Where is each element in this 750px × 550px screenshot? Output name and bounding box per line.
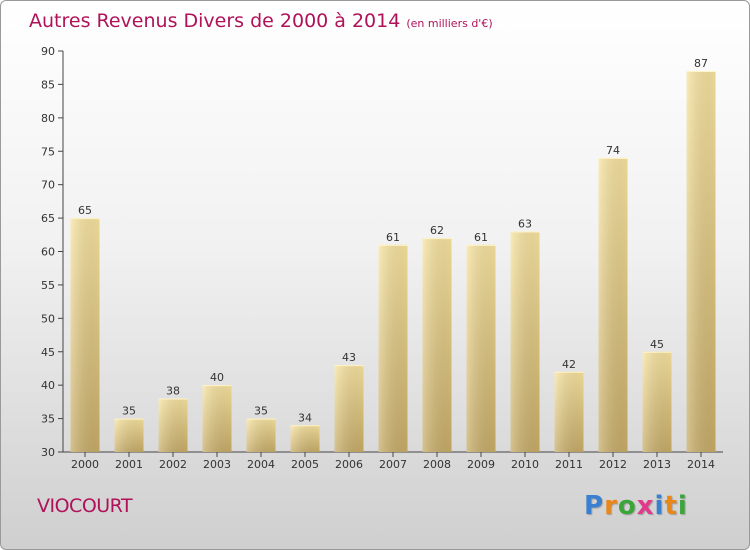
proxiti-logo: Proxiti	[584, 491, 688, 521]
y-tick-label: 80	[41, 112, 55, 125]
x-tick-label: 2001	[115, 458, 143, 471]
logo-letter: x	[636, 491, 655, 521]
logo-letter: t	[664, 491, 678, 521]
data-label: 63	[518, 217, 532, 230]
x-tick-label: 2011	[555, 458, 583, 471]
data-label: 61	[474, 231, 488, 244]
data-label: 43	[342, 351, 356, 364]
y-tick-label: 50	[41, 312, 55, 325]
x-tick-label: 2010	[511, 458, 539, 471]
y-tick-label: 65	[41, 212, 55, 225]
bar-shade	[378, 244, 408, 452]
x-tick-label: 2007	[379, 458, 407, 471]
data-label: 35	[122, 405, 136, 418]
bar-shade	[114, 418, 144, 452]
bar-shade	[686, 71, 716, 453]
data-label: 42	[562, 358, 576, 371]
bar-shade	[510, 231, 540, 452]
data-label: 35	[254, 405, 268, 418]
y-tick-label: 75	[41, 145, 55, 158]
bar-shade	[554, 371, 584, 452]
logo-letter: i	[654, 491, 665, 521]
logo-letter: P	[584, 491, 605, 521]
bar-shade	[70, 218, 100, 452]
y-tick-label: 85	[41, 78, 55, 91]
bar-shade	[290, 425, 320, 452]
y-tick-label: 70	[41, 179, 55, 192]
bar-shade	[158, 398, 188, 452]
y-tick-label: 45	[41, 346, 55, 359]
data-label: 62	[430, 224, 444, 237]
chart-title-text: Autres Revenus Divers de 2000 à 2014	[29, 10, 401, 32]
data-label: 40	[210, 371, 224, 384]
data-label: 34	[298, 411, 312, 424]
logo-letter: o	[617, 491, 637, 521]
y-tick-label: 90	[41, 45, 55, 58]
x-tick-label: 2005	[291, 458, 319, 471]
logo-letter: r	[604, 491, 618, 521]
x-tick-label: 2004	[247, 458, 275, 471]
y-tick-label: 55	[41, 279, 55, 292]
data-label: 61	[386, 231, 400, 244]
bar-shade	[466, 244, 496, 452]
bar-shade	[598, 157, 628, 452]
x-tick-label: 2008	[423, 458, 451, 471]
bar-shade	[334, 365, 364, 452]
x-tick-label: 2013	[643, 458, 671, 471]
y-tick-label: 40	[41, 379, 55, 392]
data-label: 87	[694, 57, 708, 70]
commune-name: VIOCOURT	[37, 495, 133, 517]
bar-shade	[202, 385, 232, 452]
bar-shade	[246, 418, 276, 452]
bar-shade	[642, 351, 672, 452]
y-tick-label: 35	[41, 413, 55, 426]
data-label: 45	[650, 338, 664, 351]
x-tick-label: 2014	[687, 458, 715, 471]
data-label: 65	[78, 204, 92, 217]
data-label: 74	[606, 144, 620, 157]
x-tick-label: 2006	[335, 458, 363, 471]
x-tick-label: 2003	[203, 458, 231, 471]
y-tick-label: 60	[41, 246, 55, 259]
bar-shade	[422, 238, 452, 452]
x-tick-label: 2012	[599, 458, 627, 471]
y-tick-label: 30	[41, 446, 55, 459]
x-tick-label: 2000	[71, 458, 99, 471]
chart-unit-note: (en milliers d'€)	[406, 17, 493, 30]
data-label: 38	[166, 385, 180, 398]
logo-letter: i	[677, 491, 688, 521]
x-tick-label: 2009	[467, 458, 495, 471]
x-tick-label: 2002	[159, 458, 187, 471]
chart-title: Autres Revenus Divers de 2000 à 2014 (en …	[29, 10, 493, 32]
